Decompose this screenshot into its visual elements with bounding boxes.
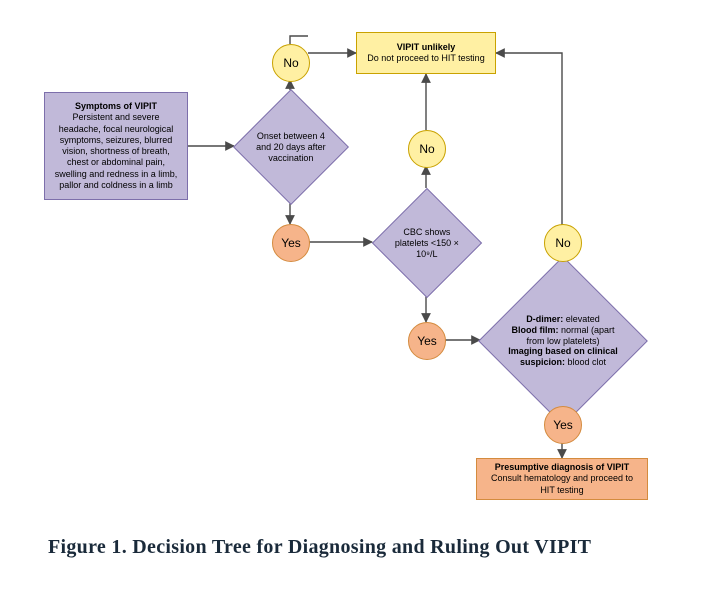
figure-caption: Figure 1. Decision Tree for Diagnosing a… [48, 534, 672, 561]
cbc-diamond: CBC shows platelets <150 × 10⁹/L [372, 188, 482, 298]
onset-diamond: Onset between 4 and 20 days after vaccin… [233, 89, 349, 205]
yes-circle-1: Yes [272, 224, 310, 262]
symptoms-title: Symptoms of VIPIT [53, 101, 179, 112]
ddimer-diamond: D-dimer: elevatedBlood film: normal (apa… [478, 256, 648, 426]
no-circle-3: No [544, 224, 582, 262]
presumptive-body: Consult hematology and proceed to HIT te… [485, 473, 639, 496]
no-circle-2: No [408, 130, 446, 168]
symptoms-body: Persistent and severe headache, focal ne… [53, 112, 179, 191]
onset-text: Onset between 4 and 20 days after vaccin… [251, 131, 331, 163]
presumptive-title: Presumptive diagnosis of VIPIT [485, 462, 639, 473]
vipit-unlikely-title: VIPIT unlikely [367, 42, 484, 53]
yes-circle-2: Yes [408, 322, 446, 360]
yes-circle-3: Yes [544, 406, 582, 444]
cbc-text: CBC shows platelets <150 × 10⁹/L [389, 227, 465, 259]
symptoms-box: Symptoms of VIPIT Persistent and severe … [44, 92, 188, 200]
no-circle-1: No [272, 44, 310, 82]
edges-layer [0, 0, 720, 606]
presumptive-box: Presumptive diagnosis of VIPIT Consult h… [476, 458, 648, 500]
ddimer-text: D-dimer: elevatedBlood film: normal (apa… [504, 314, 622, 368]
vipit-unlikely-box: VIPIT unlikely Do not proceed to HIT tes… [356, 32, 496, 74]
vipit-unlikely-body: Do not proceed to HIT testing [367, 53, 484, 64]
